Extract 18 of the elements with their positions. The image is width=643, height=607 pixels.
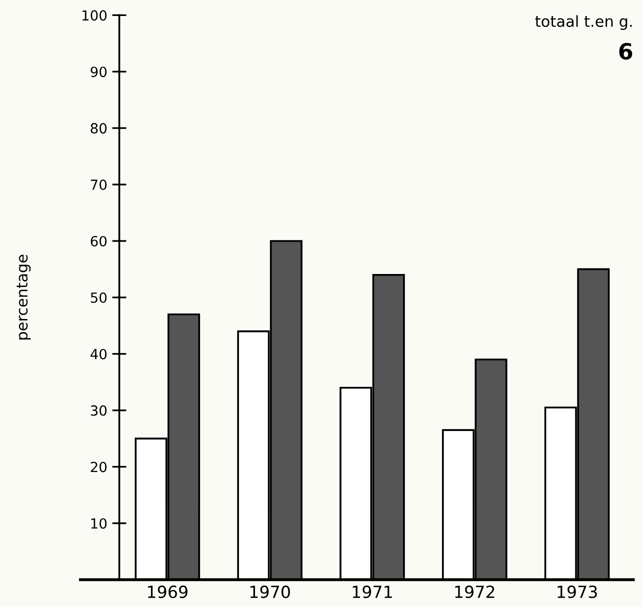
y-axis-title: percentage <box>16 254 31 340</box>
y-tick-label: 90 <box>90 66 107 78</box>
y-tick-label: 70 <box>90 179 107 190</box>
annotation: totaal t.en g. <box>535 15 632 30</box>
x-tick-label: 1971 <box>352 586 392 598</box>
y-tick-label: 40 <box>90 348 107 360</box>
y-tick-label: 30 <box>90 405 107 416</box>
y-tick-label: 10 <box>91 518 107 529</box>
x-tick-label: 1969 <box>148 586 188 598</box>
y-tick-label: 50 <box>90 292 107 303</box>
x-tick-label: 1973 <box>558 586 597 598</box>
annotation: 6 <box>619 42 632 60</box>
y-tick-label: 80 <box>90 123 107 134</box>
y-tick-label: 60 <box>90 236 107 246</box>
x-tick-label: 1970 <box>250 586 290 598</box>
x-tick-label: 1972 <box>455 586 494 598</box>
y-tick-label: 100 <box>82 10 107 21</box>
y-tick-label: 20 <box>90 462 107 472</box>
